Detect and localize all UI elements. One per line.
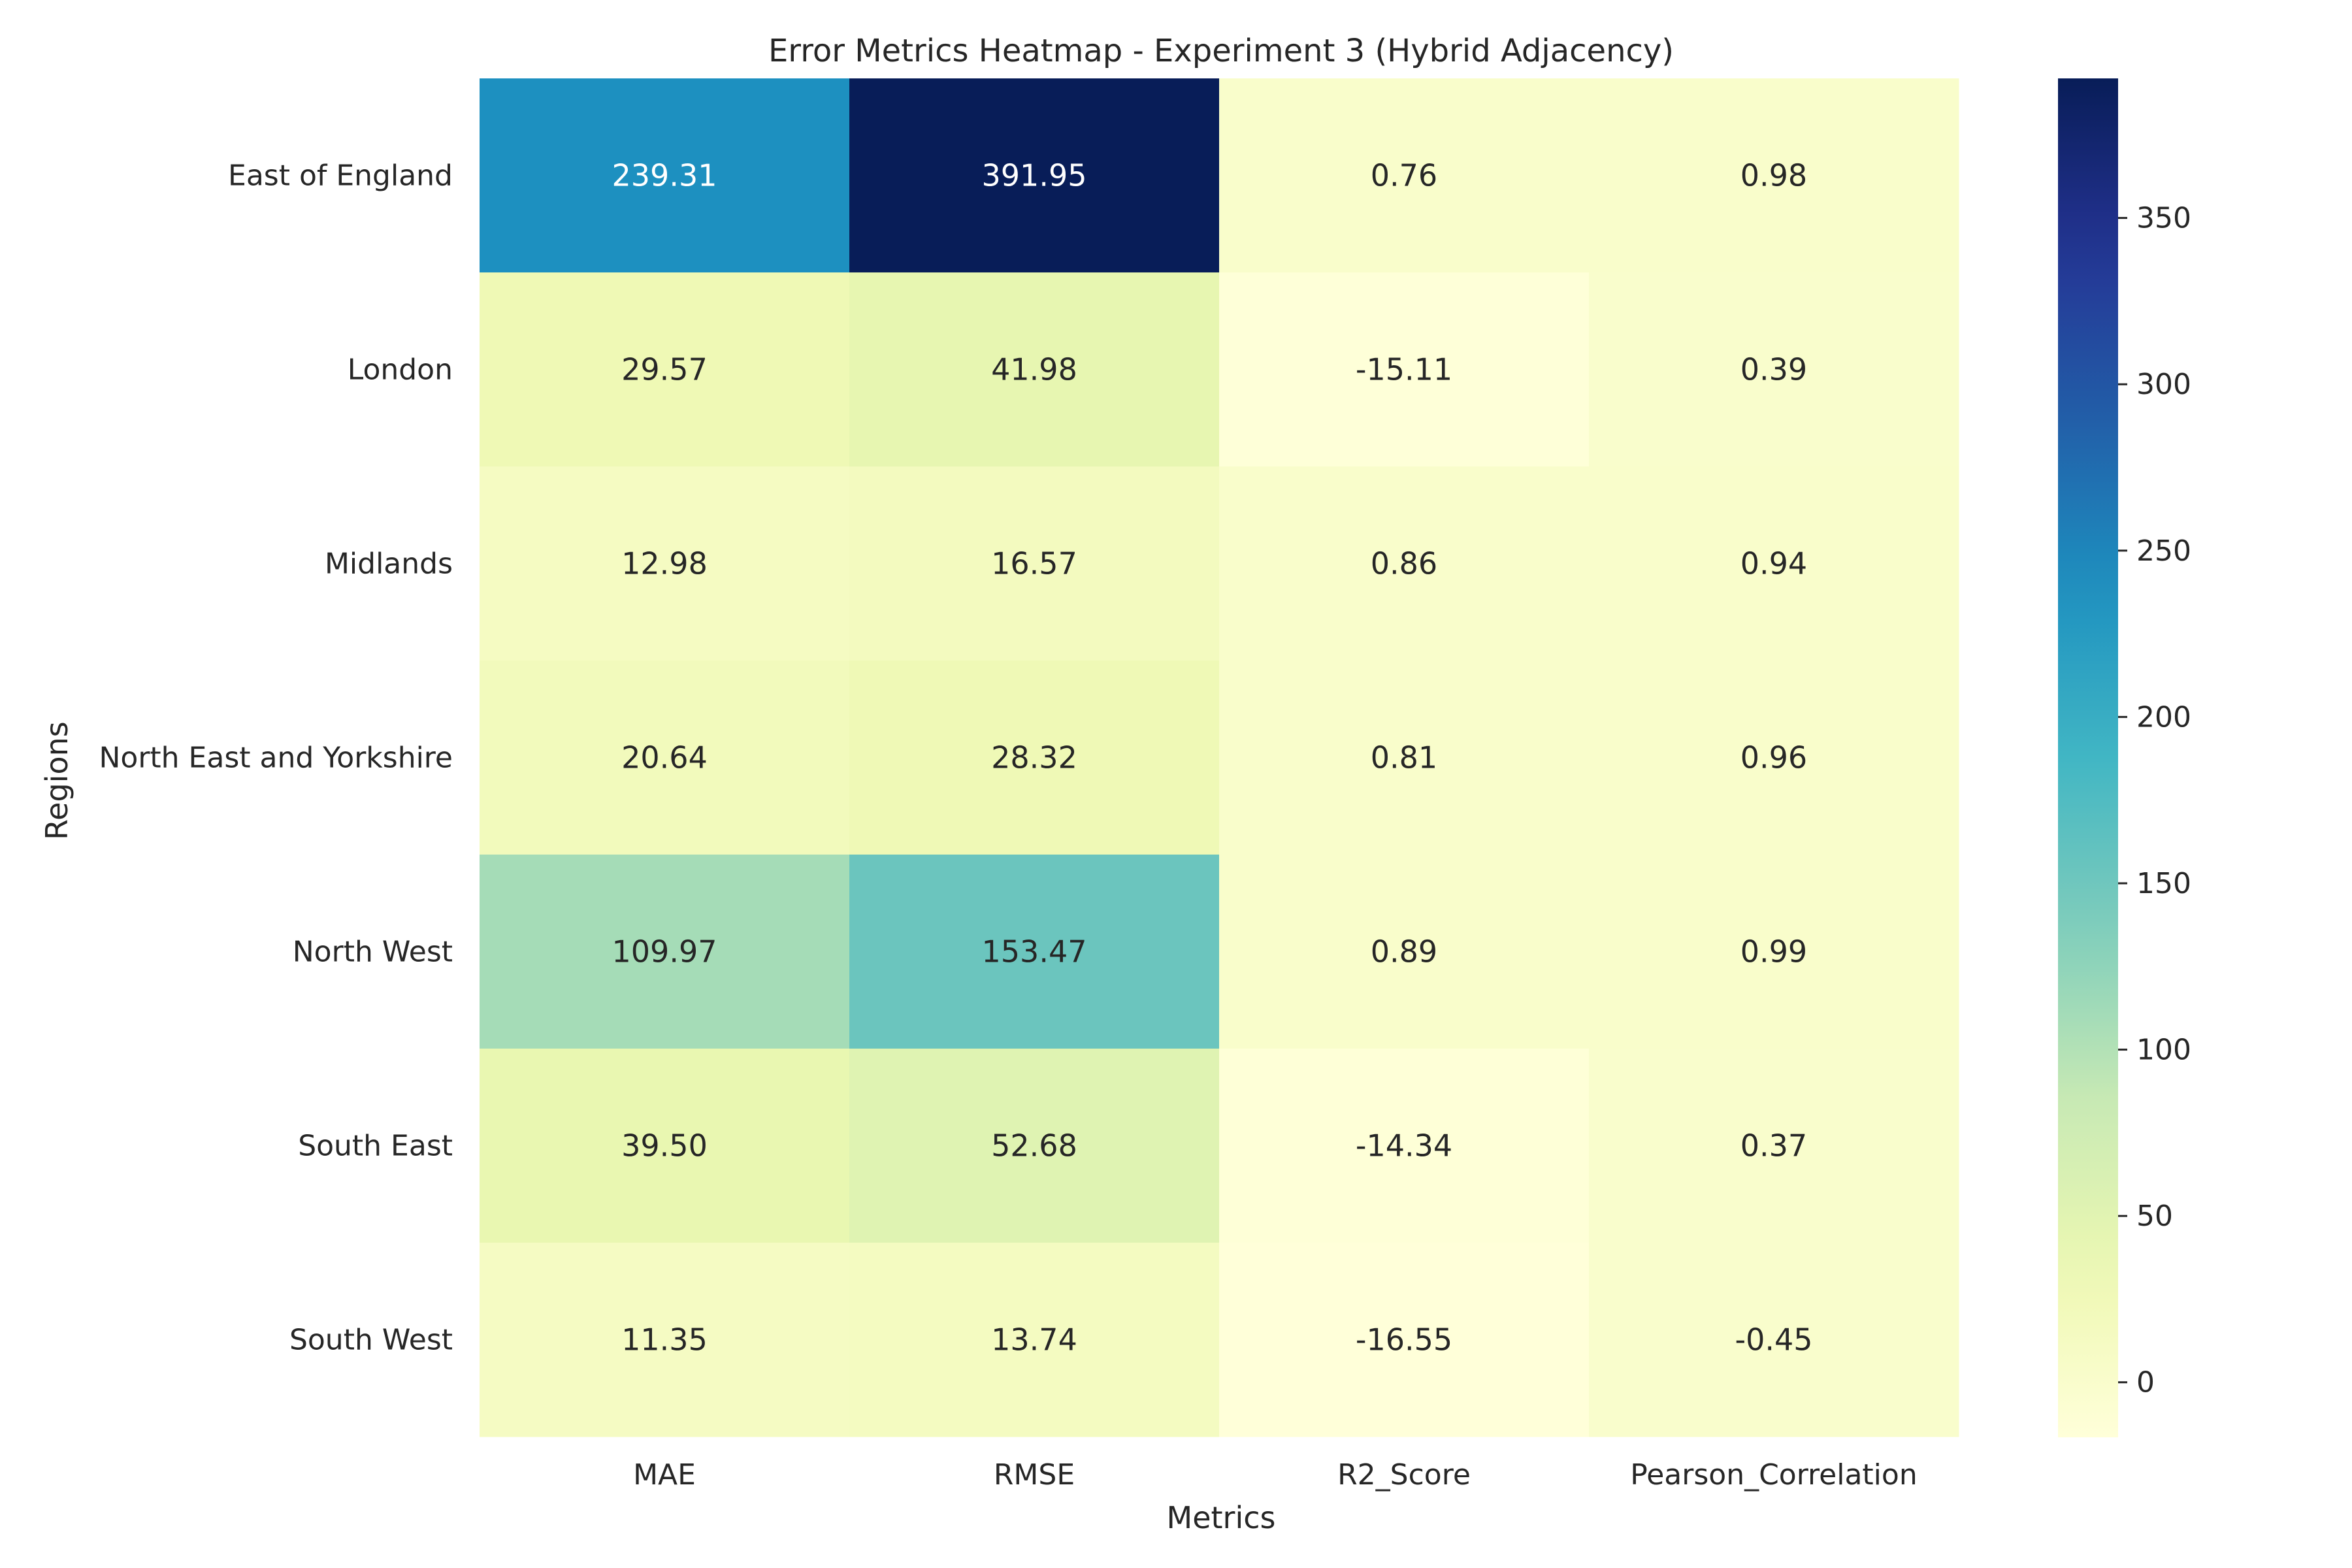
- heatmap-cell: [1219, 855, 1590, 1049]
- cell-value-label: -15.11: [1356, 352, 1452, 387]
- colorbar-ticks: 0 50 100 150 200 250 300 350: [2118, 202, 2191, 1399]
- y-tick-label: South East: [298, 1130, 453, 1163]
- y-tick-label: North West: [293, 936, 453, 969]
- colorbar-tick-label: 250: [2136, 534, 2191, 568]
- y-axis-label: Regions: [39, 721, 74, 840]
- cell-value-label: 109.97: [612, 934, 717, 970]
- colorbar-tick-label: 100: [2136, 1034, 2191, 1067]
- heatmap-cell-labels: 239.31 391.95 0.76 0.98 29.57 41.98 -15.11 0.39…: [612, 158, 1813, 1358]
- x-tick-label: RMSE: [994, 1458, 1075, 1492]
- cell-value-label: 239.31: [612, 158, 717, 193]
- x-tick-label: R2_Score: [1337, 1458, 1471, 1492]
- heatmap-cell: [480, 78, 850, 273]
- heatmap-cell: [849, 855, 1220, 1049]
- heatmap-cell: [1589, 855, 1959, 1049]
- cell-value-label: 11.35: [621, 1322, 708, 1358]
- heatmap-cell: [849, 466, 1220, 661]
- heatmap-cell: [849, 1049, 1220, 1243]
- y-tick-labels: East of England London Midlands North East …: [99, 159, 453, 1357]
- cell-value-label: 16.57: [991, 546, 1077, 581]
- heatmap-cell: [480, 855, 850, 1049]
- cell-value-label: 0.99: [1740, 934, 1807, 970]
- heatmap-cell: [1219, 78, 1590, 273]
- heatmap-cell: [849, 661, 1220, 855]
- cell-value-label: 41.98: [991, 352, 1077, 387]
- heatmap-cell: [1219, 272, 1590, 467]
- cell-value-label: 0.96: [1740, 740, 1807, 776]
- heatmap-cell: [849, 78, 1220, 273]
- heatmap-cell: [1589, 272, 1959, 467]
- heatmap-cell: [1589, 78, 1959, 273]
- cell-value-label: -16.55: [1356, 1322, 1452, 1358]
- colorbar-tick-label: 150: [2136, 867, 2191, 900]
- heatmap-cell: [1589, 466, 1959, 661]
- cell-value-label: 391.95: [982, 158, 1087, 193]
- colorbar-tick-label: 0: [2136, 1366, 2155, 1399]
- heatmap-cell: [1219, 1243, 1590, 1437]
- cell-value-label: 0.94: [1740, 546, 1807, 581]
- cell-value-label: 20.64: [621, 740, 708, 776]
- x-axis-label: Metrics: [1167, 1500, 1276, 1535]
- heatmap-cell: [480, 661, 850, 855]
- heatmap-cell: [1589, 1049, 1959, 1243]
- cell-value-label: 52.68: [991, 1128, 1077, 1164]
- cell-value-label: 12.98: [621, 546, 708, 581]
- heatmap-cell: [1219, 466, 1590, 661]
- cell-value-label: 13.74: [991, 1322, 1077, 1358]
- heatmap-cell: [480, 466, 850, 661]
- heatmap-cell: [1589, 661, 1959, 855]
- heatmap-cell: [480, 1049, 850, 1243]
- cell-value-label: 0.76: [1371, 158, 1437, 193]
- cell-value-label: 153.47: [982, 934, 1087, 970]
- cell-value-label: 0.37: [1740, 1128, 1807, 1164]
- colorbar-tick-label: 200: [2136, 700, 2191, 734]
- chart-title: Error Metrics Heatmap - Experiment 3 (Hy…: [768, 33, 1674, 69]
- cell-value-label: 0.98: [1740, 158, 1807, 193]
- colorbar-tick-label: 300: [2136, 368, 2191, 401]
- heatmap-cell: [1589, 1243, 1959, 1437]
- heatmap-cell: [480, 1243, 850, 1437]
- heatmap-cells: [480, 78, 1959, 1437]
- colorbar-tick-label: 350: [2136, 202, 2191, 235]
- cell-value-label: 0.86: [1371, 546, 1437, 581]
- x-tick-label: Pearson_Correlation: [1630, 1458, 1917, 1492]
- colorbar-tick-label: 50: [2136, 1200, 2173, 1233]
- y-tick-label: North East and Yorkshire: [99, 742, 453, 775]
- x-tick-label: MAE: [633, 1458, 696, 1492]
- heatmap-cell: [849, 272, 1220, 467]
- x-tick-labels: MAE RMSE R2_Score Pearson_Correlation: [633, 1458, 1918, 1492]
- heatmap-cell: [480, 272, 850, 467]
- cell-value-label: 29.57: [621, 352, 708, 387]
- cell-value-label: -14.34: [1356, 1128, 1452, 1164]
- heatmap-cell: [1219, 661, 1590, 855]
- y-tick-label: London: [348, 353, 453, 387]
- heatmap-cell: [849, 1243, 1220, 1437]
- colorbar: [2058, 78, 2118, 1437]
- cell-value-label: 0.81: [1371, 740, 1437, 776]
- cell-value-label: 28.32: [991, 740, 1077, 776]
- cell-value-label: 0.39: [1740, 352, 1807, 387]
- cell-value-label: -0.45: [1735, 1322, 1812, 1358]
- y-tick-label: South West: [289, 1324, 453, 1357]
- y-tick-label: Midlands: [325, 547, 453, 581]
- heatmap-cell: [1219, 1049, 1590, 1243]
- y-tick-label: East of England: [228, 159, 453, 193]
- cell-value-label: 39.50: [621, 1128, 708, 1164]
- cell-value-label: 0.89: [1371, 934, 1437, 970]
